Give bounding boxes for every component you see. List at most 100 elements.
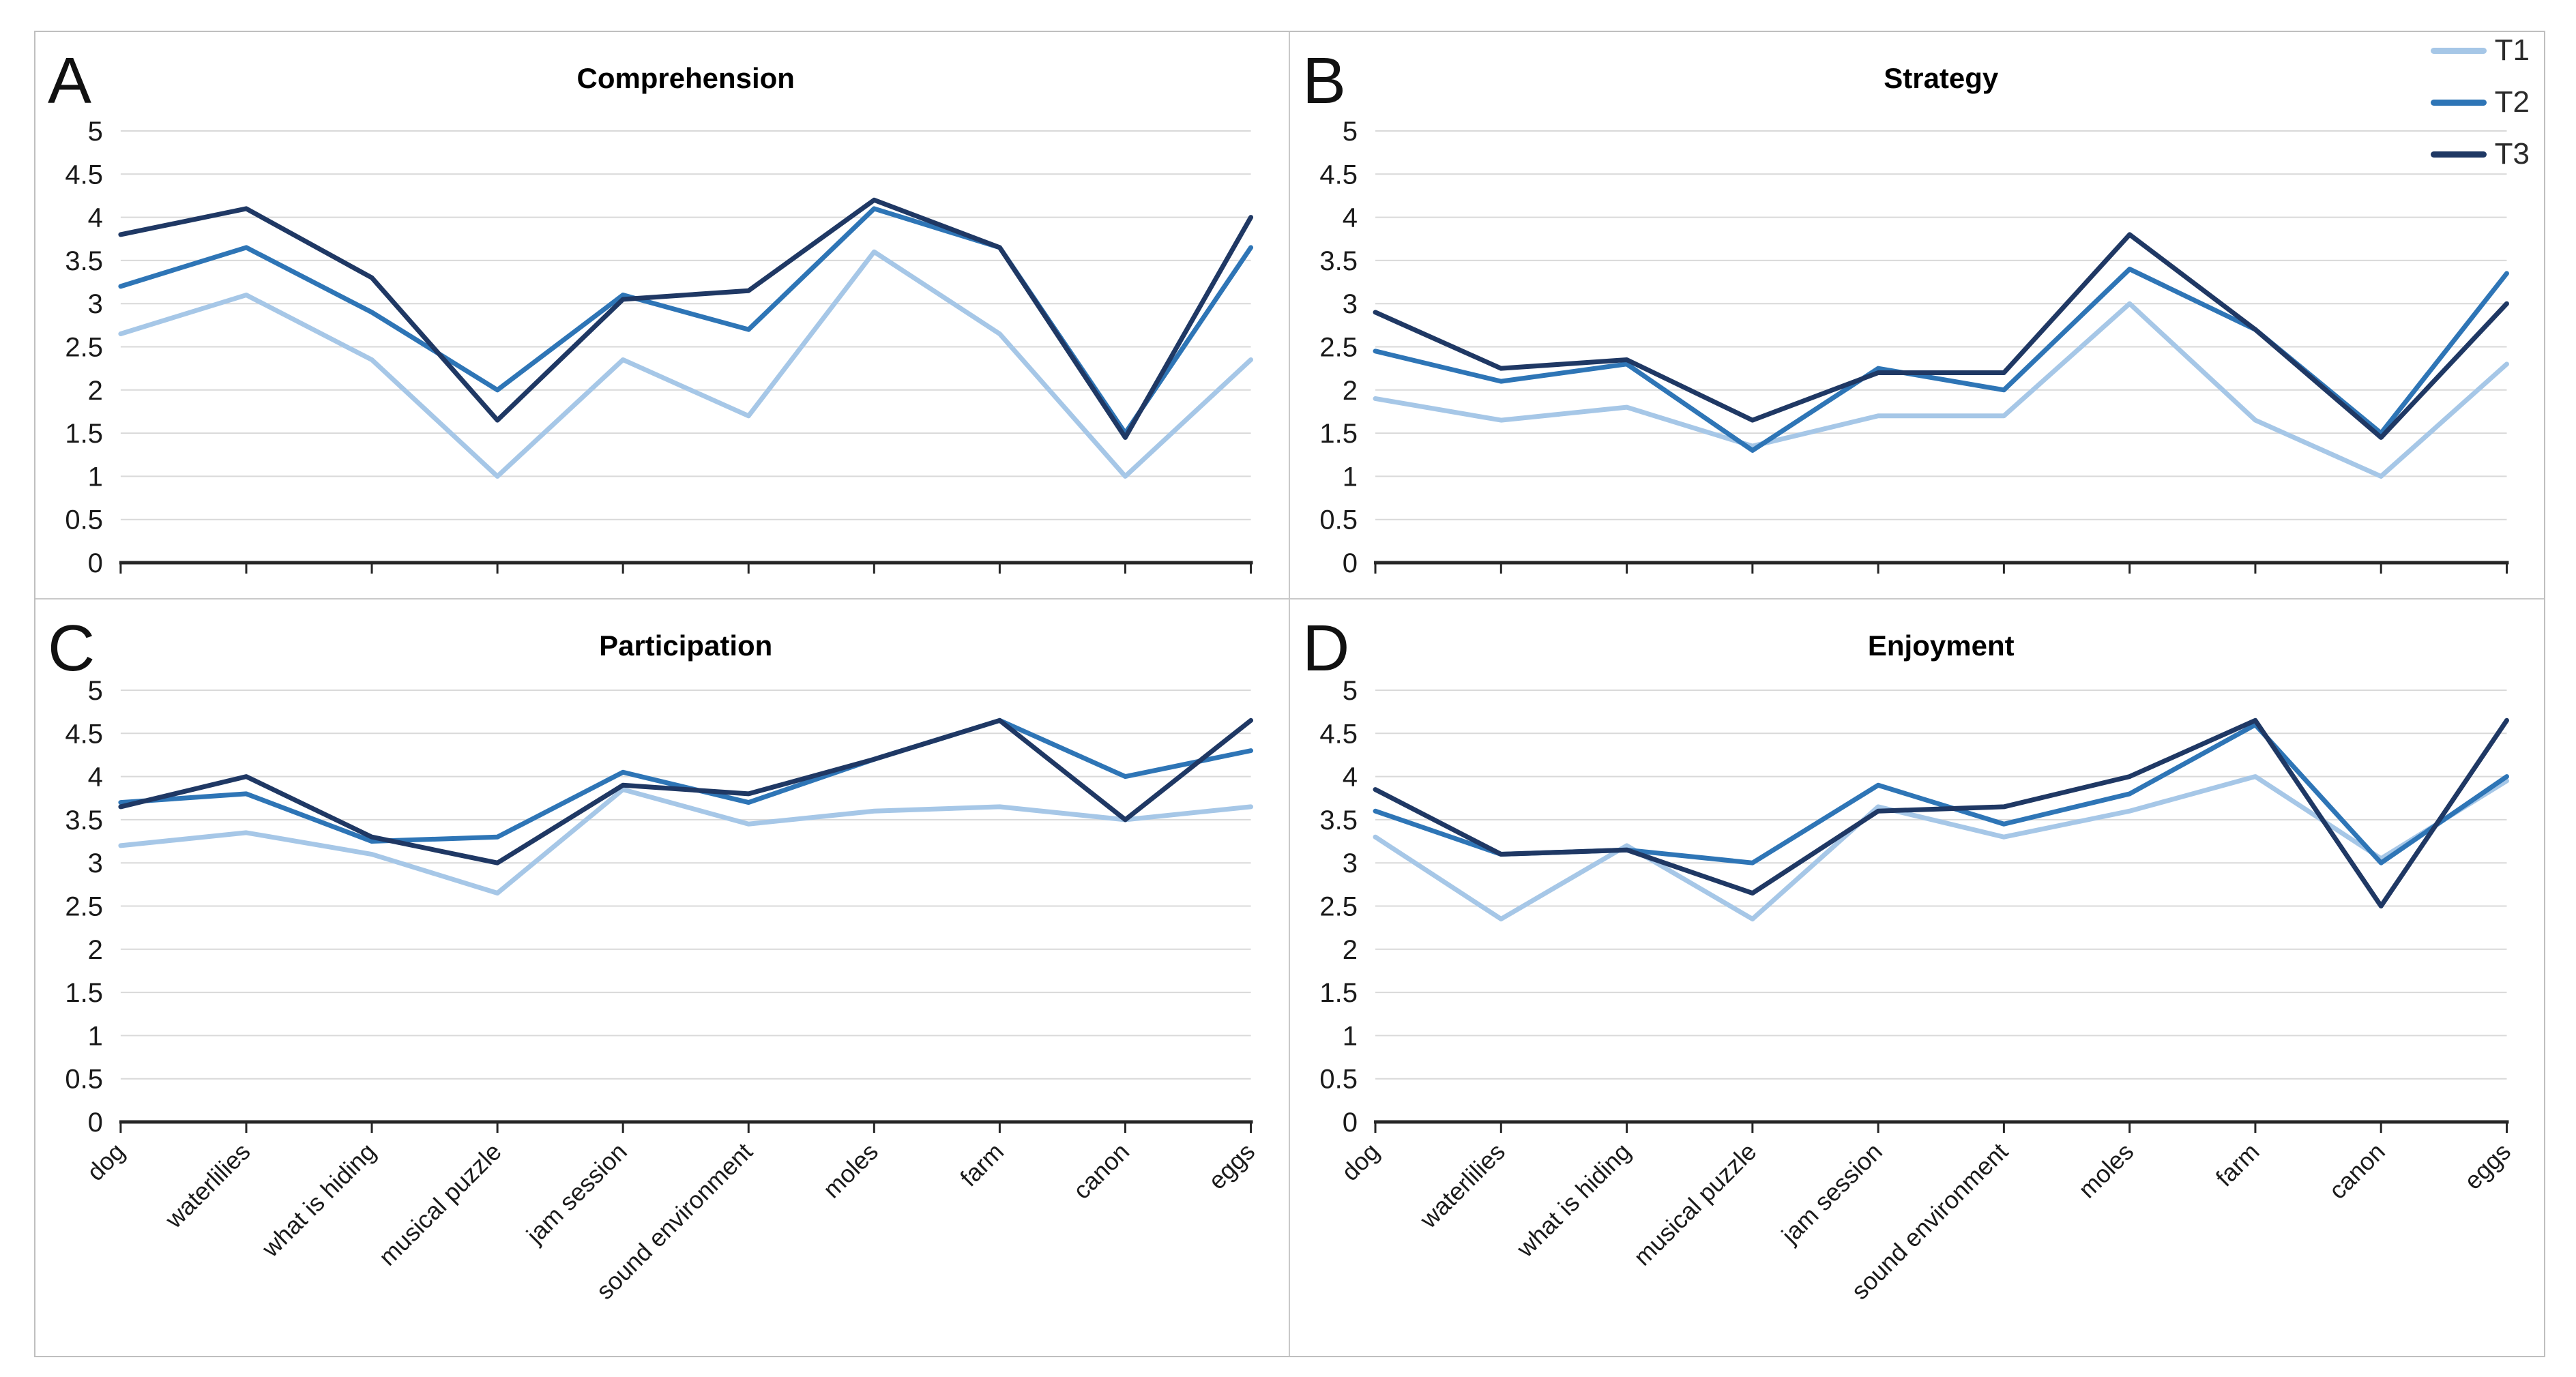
series-t2-line xyxy=(1373,267,2509,453)
y-axis-tick-label: 4.5 xyxy=(1319,719,1358,749)
y-axis-tick-label: 4 xyxy=(88,203,103,233)
legend: T1 T2 T3 xyxy=(2430,33,2530,171)
series-t1-line xyxy=(118,249,1254,479)
series-t3-line xyxy=(1373,232,2509,440)
panel-strategy: 0 0.5 1 1.5 2 2.5 3 3.5 4 4.5 5 B Strategy xyxy=(1289,32,2544,599)
panel-title: Strategy xyxy=(1884,62,1999,94)
x-axis-category-label: jam session xyxy=(521,1138,632,1249)
series-t2-line xyxy=(118,206,1254,436)
panel-title: Comprehension xyxy=(577,62,795,94)
panel-participation: 0 0.5 1 1.5 2 2.5 3 3.5 4 4.5 5 dog waterlilies what … xyxy=(35,599,1290,1356)
y-axis-tick-label: 0 xyxy=(1342,548,1357,578)
y-axis-tick-label: 2.5 xyxy=(65,891,103,921)
series-t3-line xyxy=(1373,717,2509,908)
y-axis-tick-label: 2.5 xyxy=(65,332,103,362)
series-t2-line xyxy=(118,717,1254,844)
x-axis-category-label: dog xyxy=(1336,1138,1384,1186)
y-axis-tick-label: 5 xyxy=(1342,117,1357,147)
y-axis-tick-label: 5 xyxy=(1342,676,1357,706)
panel-title: Participation xyxy=(599,630,772,662)
x-axis-category-label: dog xyxy=(81,1138,130,1186)
panel-enjoyment: 0 0.5 1 1.5 2 2.5 3 3.5 4 4.5 5 dog waterlilies what … xyxy=(1290,599,2545,1356)
y-axis-tick-label: 4.5 xyxy=(65,719,103,749)
y-axis-tick-label: 5 xyxy=(88,117,103,147)
y-axis-tick-label: 1 xyxy=(88,462,103,492)
legend-label-t3: T3 xyxy=(2494,137,2530,171)
x-axis-category-label: canon xyxy=(1068,1138,1135,1204)
panel-letter-label: A xyxy=(48,44,91,117)
panel-comprehension-chart: 0 0.5 1 1.5 2 2.5 3 3.5 4 4.5 5A Comprehension xyxy=(48,44,1254,578)
y-axis-tick-label: 3.5 xyxy=(1319,246,1358,276)
y-axis-tick-label: 2 xyxy=(1342,935,1357,965)
y-axis-tick-label: 0 xyxy=(88,548,103,578)
y-axis-tick-label: 5 xyxy=(88,676,103,706)
y-axis-tick-label: 4.5 xyxy=(1319,160,1358,190)
t1-line-swatch-icon xyxy=(2430,47,2487,54)
y-axis-tick-label: 3 xyxy=(88,848,103,878)
four-panel-line-chart-figure: 0 0.5 1 1.5 2 2.5 3 3.5 4 4.5 5 A Comprehension 0 0.5… xyxy=(34,31,2545,1357)
panel-participation-chart: 0 0.5 1 1.5 2 2.5 3 3.5 4 4.5 5 dog waterlilies what … xyxy=(48,612,1260,1305)
panel-grid: 0 0.5 1 1.5 2 2.5 3 3.5 4 4.5 5 A Comprehension 0 0.5… xyxy=(35,32,2544,1356)
y-axis-tick-label: 4 xyxy=(1342,762,1357,793)
y-axis-tick-label: 3 xyxy=(1342,289,1357,319)
series-t1-line xyxy=(1373,774,2509,921)
y-axis-tick-label: 2 xyxy=(88,935,103,965)
legend-item-t1: T1 xyxy=(2430,33,2530,67)
panel-title: Enjoyment xyxy=(1867,630,2014,662)
y-axis-tick-label: 0.5 xyxy=(1319,505,1358,535)
y-axis-tick-label: 0.5 xyxy=(1319,1065,1358,1095)
y-axis-tick-label: 1 xyxy=(1342,1021,1357,1051)
x-axis-category-label: musical puzzle xyxy=(373,1138,507,1271)
y-axis-tick-label: 1.5 xyxy=(1319,419,1358,449)
x-axis-category-label: what is hiding xyxy=(256,1138,381,1263)
y-axis-tick-label: 4.5 xyxy=(65,160,103,190)
legend-item-t3: T3 xyxy=(2430,137,2530,171)
y-axis-tick-label: 0 xyxy=(1342,1108,1357,1138)
panel-comprehension: 0 0.5 1 1.5 2 2.5 3 3.5 4 4.5 5 A Comprehension xyxy=(35,32,1290,599)
x-axis-category-label: moles xyxy=(817,1138,883,1204)
series-t1-line xyxy=(1373,301,2509,479)
y-axis-tick-label: 4 xyxy=(88,762,103,793)
legend-label-t2: T2 xyxy=(2494,85,2530,119)
y-axis-tick-label: 1.5 xyxy=(65,419,103,449)
y-axis-tick-label: 3.5 xyxy=(1319,805,1358,835)
legend-label-t1: T1 xyxy=(2494,33,2530,67)
x-axis-category-label: musical puzzle xyxy=(1628,1138,1761,1271)
legend-item-t2: T2 xyxy=(2430,85,2530,119)
y-axis-tick-label: 4 xyxy=(1342,203,1357,233)
x-axis-category-label: canon xyxy=(2323,1138,2390,1204)
y-axis-tick-label: 1 xyxy=(88,1021,103,1051)
x-axis-category-label: waterlilies xyxy=(1414,1138,1510,1234)
y-axis-tick-label: 2.5 xyxy=(1319,892,1358,922)
panel-letter-label: B xyxy=(1302,44,1346,117)
x-axis-category-label: waterlilies xyxy=(159,1138,255,1234)
y-axis-tick-label: 1 xyxy=(1342,462,1357,492)
y-axis-tick-label: 3.5 xyxy=(65,246,103,276)
y-axis-tick-label: 3 xyxy=(1342,848,1357,878)
y-axis-tick-label: 3 xyxy=(88,289,103,319)
x-axis-category-label: farm xyxy=(954,1138,1009,1192)
y-axis-tick-label: 3.5 xyxy=(65,805,103,835)
t2-line-swatch-icon xyxy=(2430,99,2487,106)
t3-line-swatch-icon xyxy=(2430,151,2487,158)
series-t3-line xyxy=(118,197,1254,440)
y-axis-tick-label: 1.5 xyxy=(65,978,103,1008)
panel-strategy-chart: 0 0.5 1 1.5 2 2.5 3 3.5 4 4.5 5B Strategy xyxy=(1302,44,2509,578)
y-axis-tick-label: 0 xyxy=(88,1108,103,1138)
x-axis-category-label: jam session xyxy=(1775,1138,1887,1249)
x-axis-category-label: farm xyxy=(2210,1138,2264,1192)
panel-enjoyment-chart: 0 0.5 1 1.5 2 2.5 3 3.5 4 4.5 5 dog waterlilies what … xyxy=(1302,612,2516,1305)
x-axis-category-label: moles xyxy=(2073,1138,2139,1204)
x-axis-category-label: eggs xyxy=(2458,1138,2515,1195)
y-axis-tick-label: 0.5 xyxy=(65,1065,103,1095)
y-axis-tick-label: 0.5 xyxy=(65,505,103,535)
y-axis-tick-label: 2.5 xyxy=(1319,333,1358,363)
x-axis-category-label: eggs xyxy=(1203,1138,1260,1195)
y-axis-tick-label: 2 xyxy=(1342,376,1357,406)
x-axis-category-label: what is hiding xyxy=(1510,1138,1636,1263)
series-t3-line xyxy=(118,717,1254,865)
panel-letter-label: C xyxy=(48,612,95,685)
y-axis-tick-label: 2 xyxy=(88,376,103,406)
y-axis-tick-label: 1.5 xyxy=(1319,978,1358,1008)
